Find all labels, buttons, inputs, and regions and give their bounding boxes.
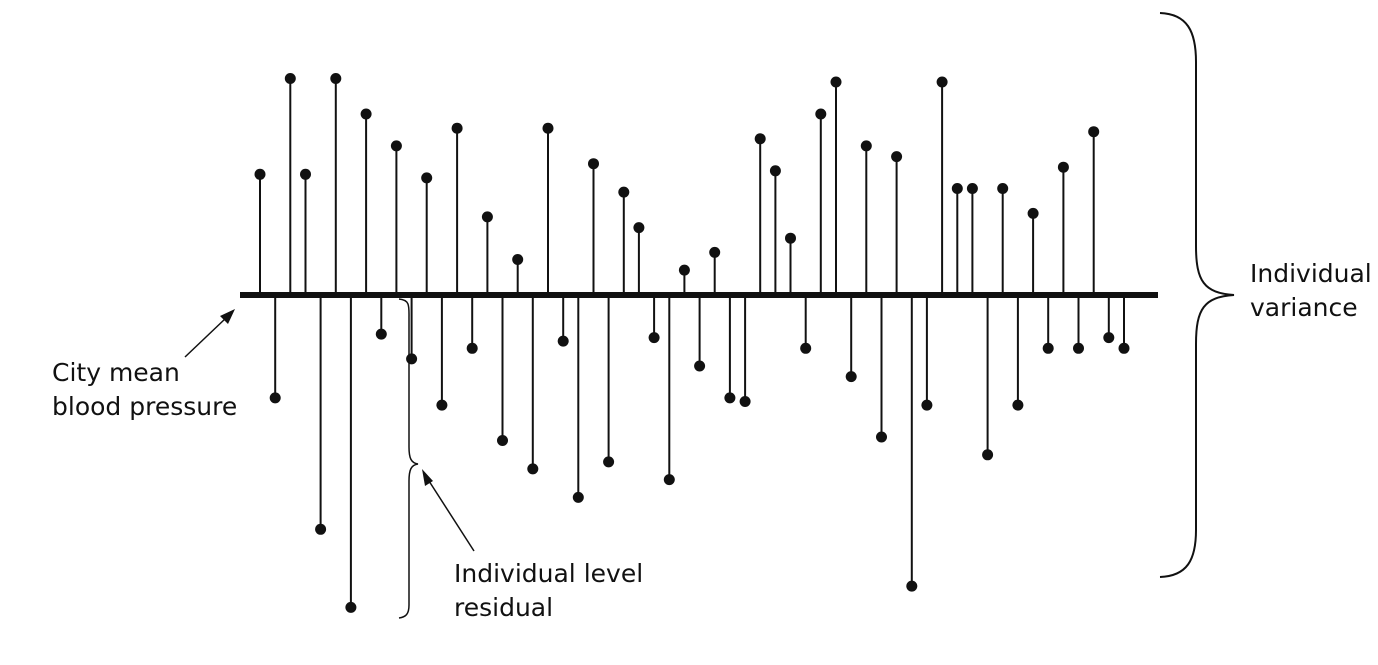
individual-point-15 <box>466 342 478 354</box>
individual-point-25 <box>618 186 630 198</box>
individual-point-22 <box>572 491 584 503</box>
individual-point-6 <box>330 73 342 84</box>
variance-label-line-2: variance <box>1250 293 1358 322</box>
variance-brace <box>1159 12 1235 578</box>
residual-label-line-1: Individual level <box>454 559 643 588</box>
individual-point-14 <box>451 122 463 134</box>
individual-point-5 <box>315 523 327 535</box>
individual-point-36 <box>785 232 796 244</box>
residual-arrow <box>422 469 475 552</box>
individual-point-40 <box>845 371 857 383</box>
residual-label: Individual level residual <box>454 559 651 622</box>
individual-point-17 <box>497 435 508 446</box>
individual-point-16 <box>481 211 493 223</box>
individual-point-19 <box>527 463 539 475</box>
individual-point-2 <box>269 392 281 404</box>
individual-point-51 <box>1012 399 1024 411</box>
individual-point-28 <box>663 474 675 486</box>
variance-label: Individual variance <box>1250 259 1378 322</box>
individual-point-7 <box>345 601 357 613</box>
individual-point-58 <box>1118 342 1130 354</box>
individual-point-48 <box>966 183 978 194</box>
individual-point-34 <box>754 133 766 145</box>
individual-point-10 <box>390 140 402 152</box>
mean-line-arrow <box>184 309 235 358</box>
individual-point-24 <box>603 456 615 468</box>
individual-point-57 <box>1103 332 1115 344</box>
individual-point-52 <box>1027 207 1039 219</box>
individual-point-46 <box>936 76 948 88</box>
variance-label-line-1: Individual <box>1250 259 1372 288</box>
individual-point-23 <box>588 158 599 170</box>
individual-point-26 <box>633 222 645 234</box>
individual-point-37 <box>800 342 812 354</box>
individual-point-18 <box>512 254 524 265</box>
individual-point-55 <box>1073 342 1084 354</box>
individual-point-38 <box>815 108 827 120</box>
individual-points <box>254 73 1130 613</box>
individual-point-13 <box>436 399 448 411</box>
individual-point-4 <box>300 168 311 180</box>
individual-point-29 <box>678 264 690 276</box>
individual-point-11 <box>406 353 418 365</box>
individual-point-12 <box>421 172 433 184</box>
individual-point-42 <box>876 431 887 443</box>
residual-label-line-2: residual <box>454 593 553 622</box>
individual-point-50 <box>997 183 1009 194</box>
mean-line-label-line-2: blood pressure <box>52 392 237 421</box>
mean-line-label-line-1: City mean <box>52 358 180 387</box>
individual-point-3 <box>284 73 296 84</box>
individual-point-9 <box>375 328 387 340</box>
individual-point-31 <box>709 246 721 258</box>
individual-point-35 <box>769 165 781 177</box>
individual-point-45 <box>921 399 933 411</box>
individual-point-20 <box>542 122 554 134</box>
individual-point-53 <box>1042 342 1054 354</box>
individual-point-1 <box>254 168 266 180</box>
individual-point-39 <box>830 76 842 88</box>
individual-point-56 <box>1088 126 1100 138</box>
individual-point-8 <box>360 108 372 120</box>
individual-point-33 <box>739 396 751 407</box>
individual-point-27 <box>648 332 660 344</box>
individual-point-21 <box>557 335 569 347</box>
individual-point-54 <box>1057 161 1069 173</box>
individual-point-43 <box>891 151 903 163</box>
individual-point-41 <box>860 140 872 152</box>
individual-point-49 <box>982 449 994 461</box>
individual-point-47 <box>951 183 963 194</box>
residual-stems <box>259 78 1125 608</box>
residual-brace <box>398 298 419 619</box>
individual-point-32 <box>724 392 736 404</box>
mean-line-label: City mean blood pressure <box>52 358 237 421</box>
individual-point-44 <box>906 580 918 592</box>
individual-point-30 <box>694 360 706 372</box>
